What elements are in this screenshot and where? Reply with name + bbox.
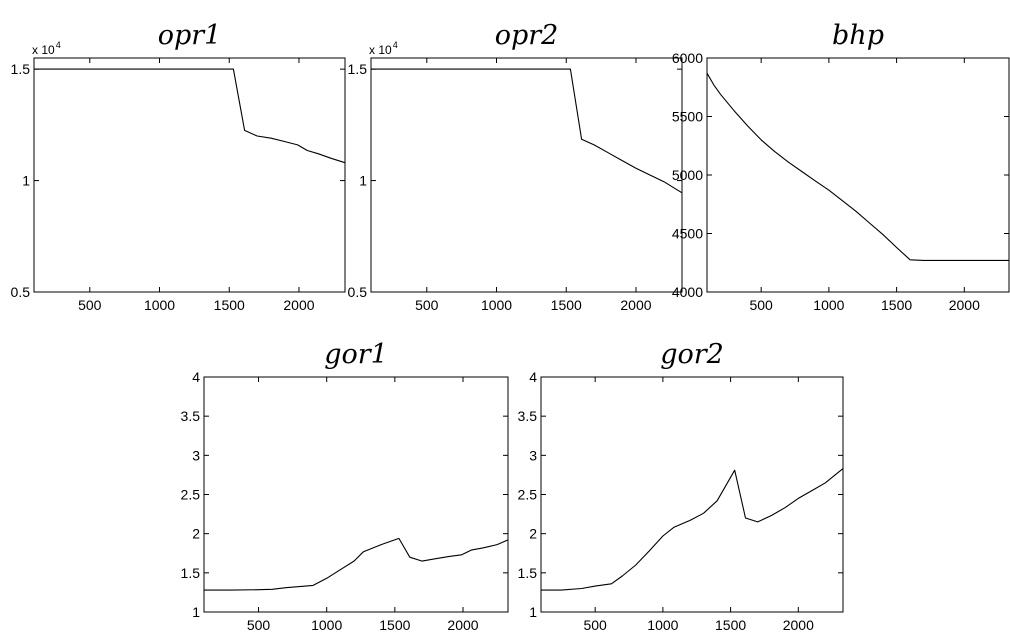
y-tick-label: 4 [529,369,537,385]
x-tick-label: 1000 [144,297,175,313]
y-tick-label: 5500 [672,109,703,125]
series-line-gor1-0 [204,537,509,591]
y-tick-label: 1.5 [11,61,31,77]
x-tick-label: 1500 [881,297,912,313]
x-tick-label: 2000 [447,617,478,633]
panel-bhp: bhp 500 1000 1500 2000 4000 4500 5000 5500 6000 [672,20,1010,313]
x-tick-label: 1000 [481,297,512,313]
y-tick-label: 3 [192,447,200,463]
x-tick-label: 1500 [551,297,582,313]
x-tick-label: 2000 [783,617,814,633]
x-tick-label: 500 [583,617,607,633]
panel-opr1: opr1 500 1000 1500 2000 0.5 1 1.5x 104 [11,20,346,313]
y-tick-label: 3.5 [518,408,538,424]
x-tick-label: 500 [78,297,102,313]
y-tick-label: 2.5 [181,487,201,503]
y-scale-base: x 10 [32,43,55,57]
y-tick-label: 1 [192,604,200,620]
y-tick-label: 1 [22,173,30,189]
panel-title: opr1 [158,20,222,51]
y-tick-label: 2.5 [518,487,538,503]
y-tick-label: 0.5 [348,284,368,300]
panel-gor2: gor2 500 1000 1500 2000 1 1.5 2 2.5 3 3.5 4 [518,339,844,633]
axes-frame [540,376,844,613]
panel-title: opr2 [495,20,559,51]
series-line-gor2-0 [541,468,844,591]
series-line-bhp-0 [706,72,1009,261]
y-tick-label: 1.5 [181,565,201,581]
y-tick-label: 4500 [672,226,703,242]
axes-frame [706,57,1010,293]
y-tick-label: 3 [529,447,537,463]
y-scale-base: x 10 [369,43,392,57]
y-tick-label: 0.5 [11,284,31,300]
x-tick-label: 1000 [647,617,678,633]
y-tick-label: 1 [359,173,367,189]
panel-title: bhp [832,20,884,51]
y-tick-label: 5000 [672,167,703,183]
x-tick-label: 1500 [214,297,245,313]
y-tick-label: 1.5 [348,61,368,77]
panel-gor1: gor1 500 1000 1500 2000 1 1.5 2 2.5 3 3.5 4 [181,339,509,633]
y-tick-label: 1.5 [518,565,538,581]
y-scale-exponent: 4 [56,40,61,50]
panel-title: gor1 [324,339,388,370]
axes-frame [203,376,509,613]
x-tick-label: 2000 [620,297,651,313]
x-tick-label: 1000 [813,297,844,313]
y-tick-label: 3.5 [181,408,201,424]
x-tick-label: 500 [247,617,271,633]
y-tick-label: 6000 [672,50,703,66]
x-tick-label: 2000 [283,297,314,313]
axes-frame [370,57,683,293]
series-line-opr2-0 [371,68,683,194]
x-tick-label: 1000 [311,617,342,633]
y-tick-label: 2 [529,526,537,542]
x-tick-label: 2000 [949,297,980,313]
y-tick-label: 2 [192,526,200,542]
y-tick-label: 4000 [672,284,703,300]
y-scale-exponent: 4 [393,40,398,50]
x-tick-label: 500 [749,297,773,313]
x-tick-label: 1500 [379,617,410,633]
y-scale-label: x 104 [369,40,398,57]
x-tick-label: 500 [415,297,439,313]
y-tick-label: 1 [529,604,537,620]
axes-frame [33,57,346,293]
x-tick-label: 1500 [715,617,746,633]
panel-title: gor2 [660,339,724,370]
y-scale-label: x 104 [32,40,61,57]
y-tick-label: 4 [192,369,200,385]
series-line-opr1-0 [34,68,346,164]
panel-opr2: opr2 500 1000 1500 2000 0.5 1 1.5x 104 [348,20,683,313]
